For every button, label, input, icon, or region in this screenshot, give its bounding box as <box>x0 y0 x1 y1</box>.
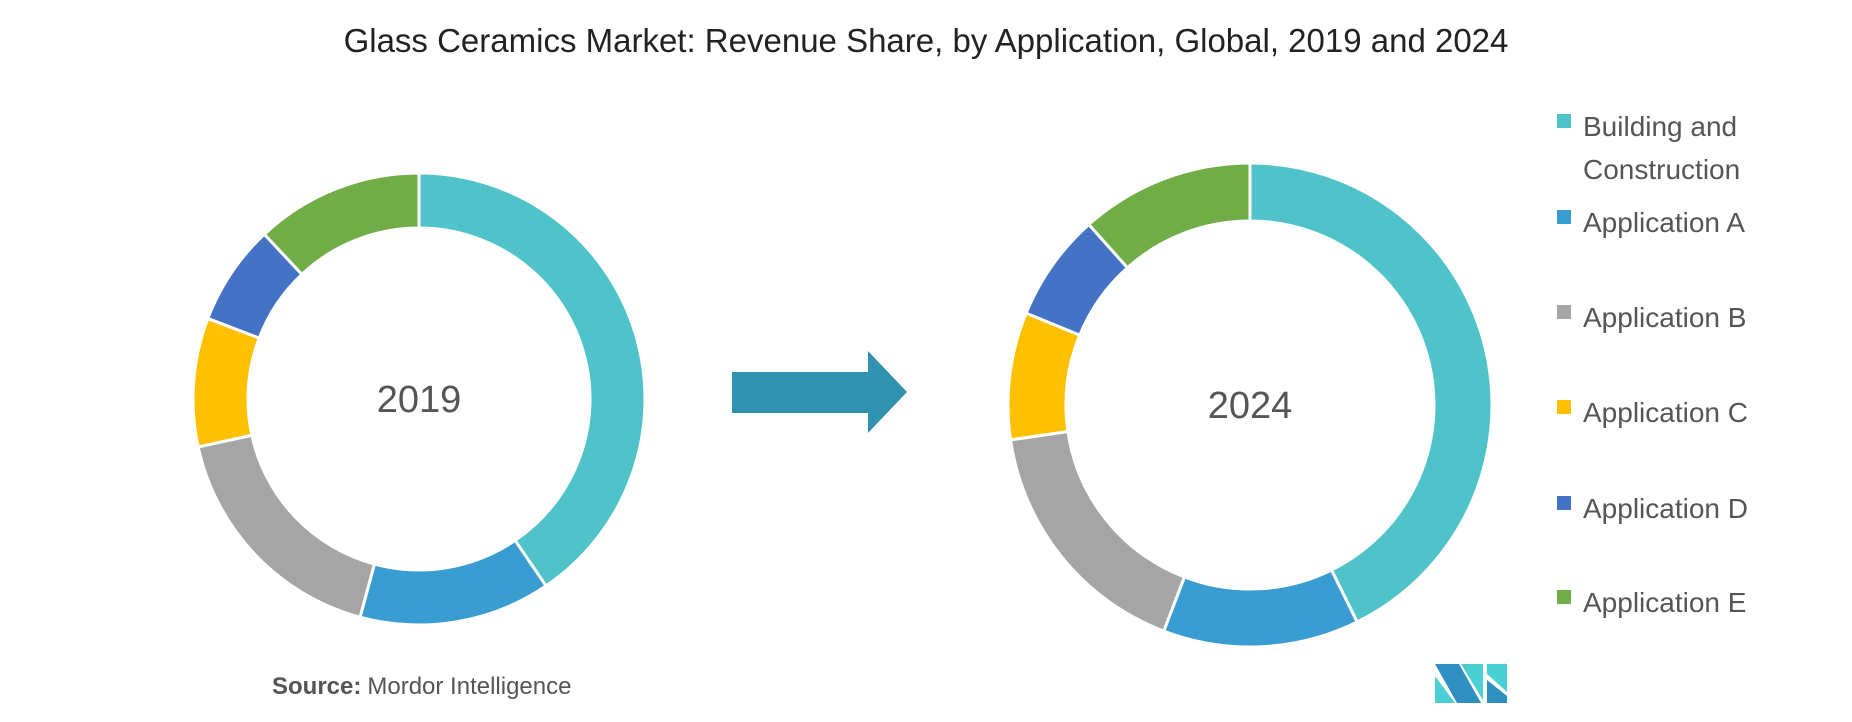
donut-slice-application-a <box>358 538 549 627</box>
source-note: Source: Mordor Intelligence <box>272 673 571 700</box>
legend-label: Construction <box>1583 154 1740 185</box>
donut-slice-application-c <box>191 316 262 449</box>
legend-swatch <box>1557 496 1571 510</box>
legend-swatch <box>1557 590 1571 604</box>
donut-slice-application-e <box>262 171 421 277</box>
donut-center-label-2024: 2024 <box>1208 385 1293 427</box>
donut-slice-building-and-construction <box>1248 161 1494 624</box>
legend-label: Building and <box>1583 111 1737 142</box>
legend-swatch <box>1557 210 1571 224</box>
donut-slice-application-b <box>196 433 377 620</box>
legend-swatch <box>1557 114 1571 128</box>
donut-slice-application-b <box>1008 429 1187 634</box>
legend-label: Application B <box>1583 302 1746 333</box>
chart-title: Glass Ceramics Market: Revenue Share, by… <box>344 22 1509 59</box>
donut-slice-application-e <box>1086 161 1252 270</box>
donut-2019 <box>191 171 647 627</box>
legend-swatch <box>1557 400 1571 414</box>
source-text: Mordor Intelligence <box>367 673 571 700</box>
source-label: Source: <box>272 673 361 700</box>
donut-slice-application-a <box>1161 567 1360 649</box>
legend-label: Application A <box>1583 207 1745 238</box>
legend-label: Application C <box>1583 397 1748 428</box>
legend: Building and Construction Application A App… <box>1557 111 1748 618</box>
legend-label: Application E <box>1583 587 1746 618</box>
donut-2024 <box>1006 161 1494 649</box>
legend-swatch <box>1557 305 1571 319</box>
donut-slice-building-and-construction <box>417 171 647 589</box>
legend-label: Application D <box>1583 493 1748 524</box>
arrow-icon <box>732 351 907 433</box>
mordor-logo <box>1435 664 1507 703</box>
donut-center-label-2019: 2019 <box>377 379 462 421</box>
